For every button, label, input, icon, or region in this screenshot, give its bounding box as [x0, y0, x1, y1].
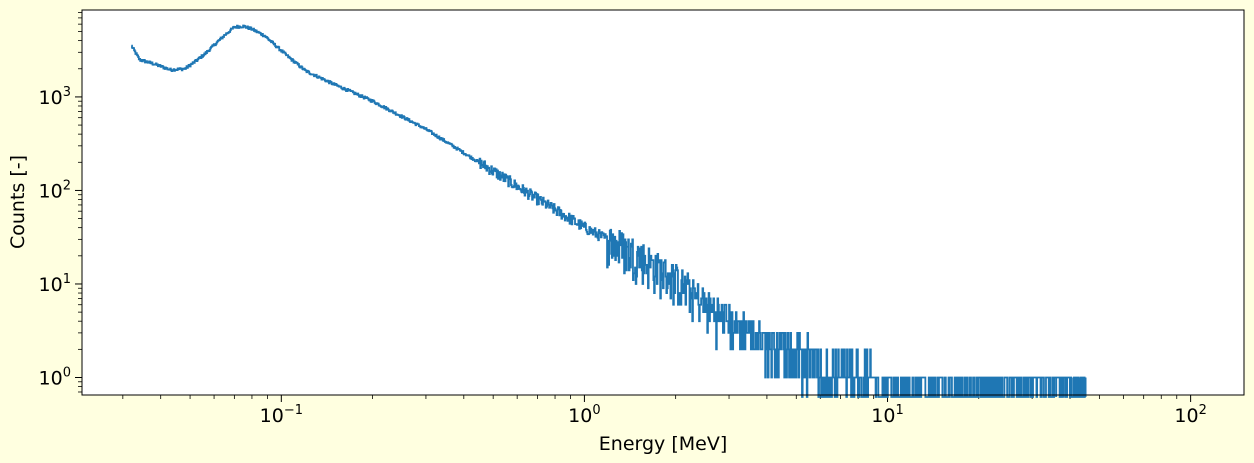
y-tick-label: 102 — [39, 178, 71, 202]
plot-area — [82, 10, 1244, 395]
x-tick-label: 101 — [871, 403, 903, 427]
x-tick-label: 102 — [1174, 403, 1206, 427]
series-line-counts — [131, 24, 1086, 398]
x-tick-label: 100 — [568, 403, 600, 427]
y-axis-title: Counts [-] — [7, 155, 29, 249]
y-tick-label: 100 — [39, 366, 71, 390]
x-tick-label: 10−1 — [260, 403, 303, 427]
y-tick-label: 103 — [39, 85, 71, 109]
y-tick-label: 101 — [39, 272, 71, 296]
x-axis-title: Energy [MeV] — [599, 433, 727, 455]
plot-frame — [81, 9, 1245, 396]
